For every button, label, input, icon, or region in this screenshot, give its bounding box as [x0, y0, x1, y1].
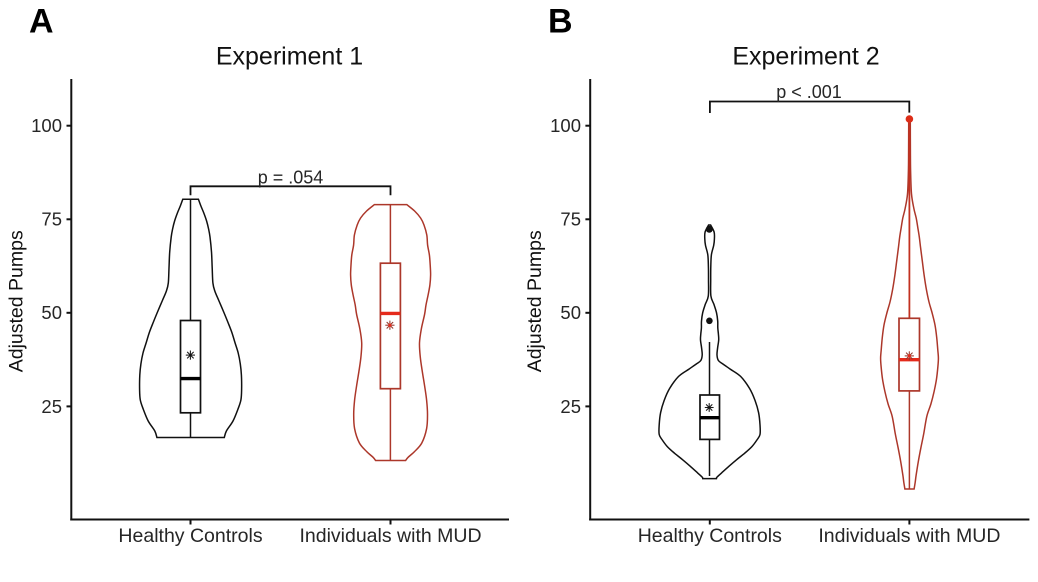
svg-text:p = .054: p = .054: [258, 167, 324, 187]
svg-text:Experiment 1: Experiment 1: [216, 42, 363, 70]
svg-text:25: 25: [41, 396, 62, 417]
svg-text:75: 75: [41, 209, 62, 230]
svg-text:A: A: [29, 3, 54, 41]
svg-text:75: 75: [560, 209, 581, 230]
svg-text:Experiment 2: Experiment 2: [732, 42, 879, 70]
svg-text:100: 100: [31, 115, 62, 136]
svg-text:Adjusted Pumps: Adjusted Pumps: [524, 230, 546, 372]
svg-text:25: 25: [560, 396, 581, 417]
svg-text:Adjusted Pumps: Adjusted Pumps: [5, 230, 27, 372]
svg-text:B: B: [548, 3, 573, 41]
svg-text:100: 100: [550, 115, 581, 136]
svg-text:50: 50: [41, 302, 62, 323]
svg-text:Individuals with MUD: Individuals with MUD: [818, 525, 1000, 547]
svg-text:50: 50: [560, 302, 581, 323]
svg-text:p < .001: p < .001: [776, 82, 842, 102]
svg-text:Individuals with MUD: Individuals with MUD: [299, 525, 481, 547]
svg-text:Healthy Controls: Healthy Controls: [638, 525, 782, 547]
svg-text:Healthy Controls: Healthy Controls: [118, 525, 262, 547]
